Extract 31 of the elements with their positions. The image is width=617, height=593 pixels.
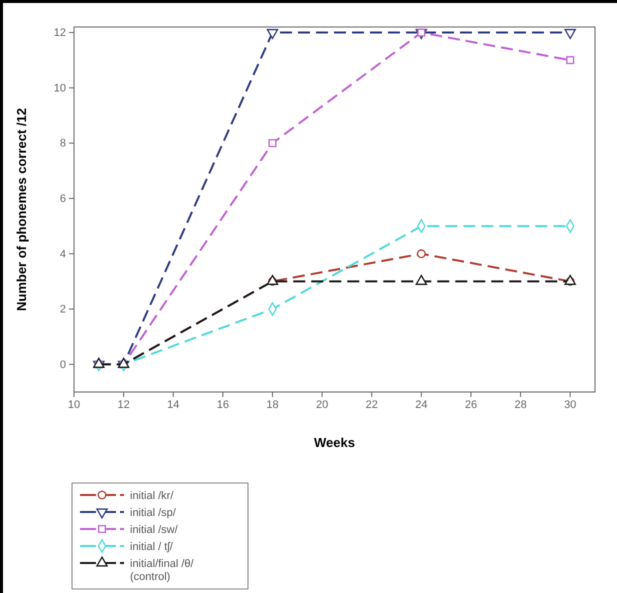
y-tick-label: 4 bbox=[60, 248, 66, 260]
x-tick-label: 14 bbox=[167, 398, 180, 411]
x-axis-title: Weeks bbox=[314, 435, 355, 450]
point bbox=[416, 249, 426, 258]
x-tick-label: 28 bbox=[514, 398, 527, 411]
x-tick-label: 24 bbox=[415, 398, 428, 411]
y-tick-label: 12 bbox=[54, 27, 66, 40]
legend-label: initial /sp/ bbox=[130, 507, 177, 519]
x-tick-label: 30 bbox=[564, 398, 576, 411]
x-tick-label: 22 bbox=[366, 398, 378, 411]
legend-label: initial /kr/ bbox=[130, 490, 174, 502]
legend-label: initial/final /θ/ (control) bbox=[130, 558, 195, 583]
legend-label: initial / tʃ/ bbox=[130, 541, 174, 553]
legend-label: initial /sw/ bbox=[130, 524, 179, 536]
x-tick-label: 20 bbox=[316, 398, 328, 411]
x-tick-label: 12 bbox=[117, 398, 130, 411]
y-tick-label: 0 bbox=[60, 358, 66, 371]
point bbox=[268, 139, 276, 148]
x-tick-label: 26 bbox=[464, 398, 478, 411]
x-tick-label: 10 bbox=[68, 398, 80, 411]
x-tick-label: 18 bbox=[266, 398, 279, 411]
y-tick-label: 10 bbox=[54, 82, 66, 94]
point bbox=[416, 274, 428, 285]
point bbox=[566, 56, 574, 64]
x-tick-label: 16 bbox=[216, 398, 229, 411]
y-tick-label: 8 bbox=[60, 138, 66, 150]
point bbox=[266, 28, 278, 40]
point bbox=[564, 28, 576, 40]
y-axis-title: Number of phonemes correct /12 bbox=[14, 108, 29, 311]
y-tick-label: 6 bbox=[60, 192, 66, 205]
y-tick-label: 2 bbox=[60, 304, 66, 316]
